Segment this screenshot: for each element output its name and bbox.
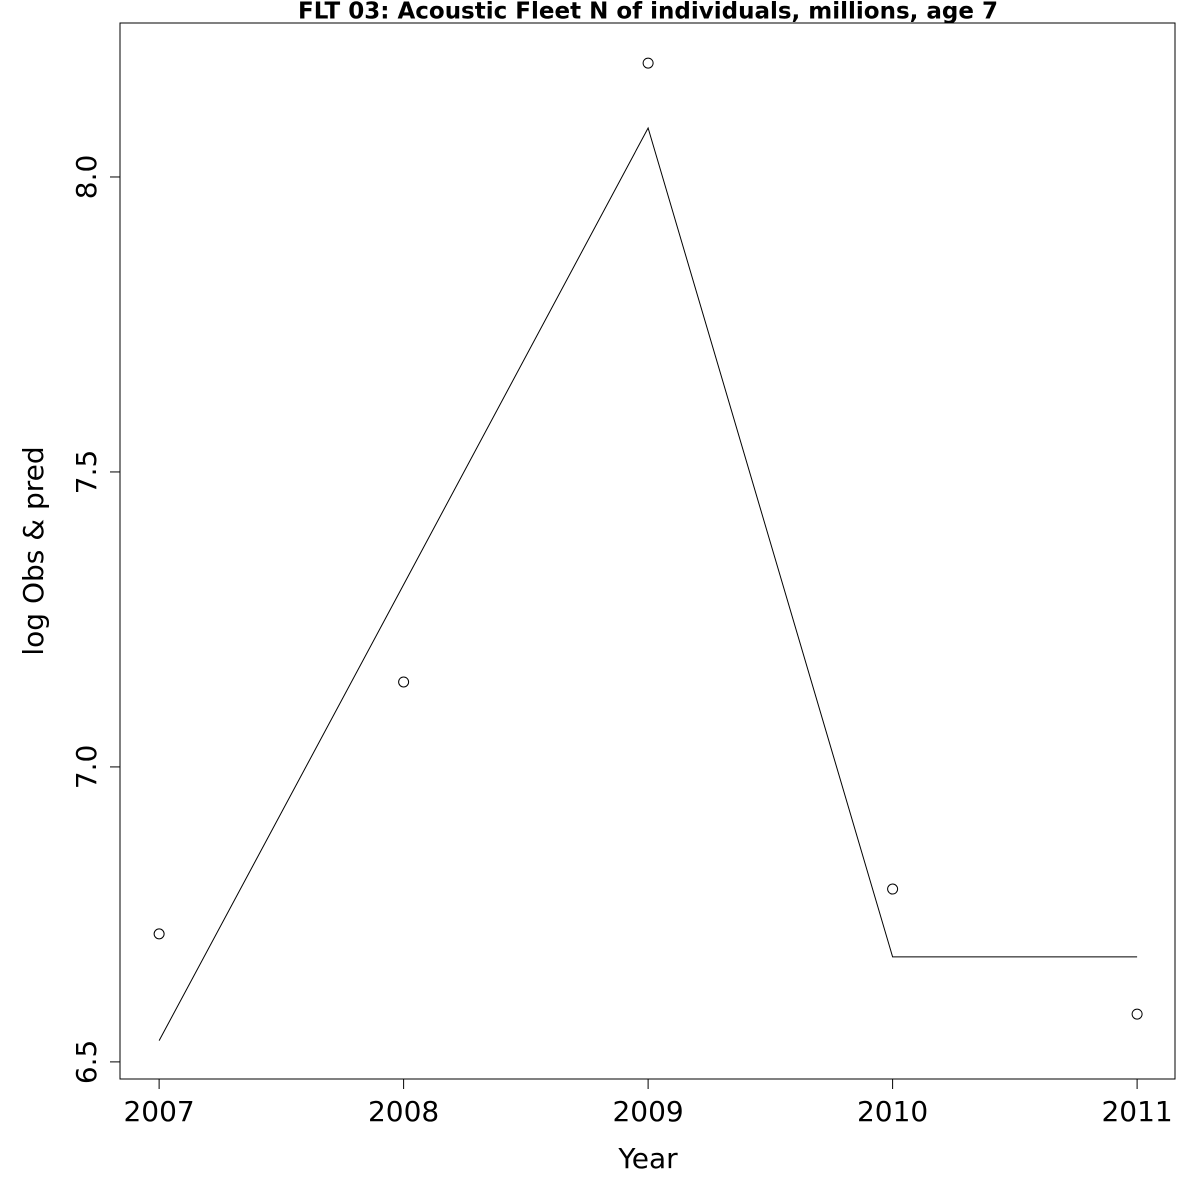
chart-title: FLT 03: Acoustic Fleet N of individuals,… <box>298 0 998 25</box>
y-tick-label: 8.0 <box>70 155 103 200</box>
y-tick-label: 7.5 <box>70 450 103 495</box>
data-line <box>158 126 1138 1041</box>
data-point <box>642 57 654 69</box>
y-tick-label: 7.0 <box>70 745 103 790</box>
y-tick-label: 6.5 <box>70 1040 103 1085</box>
x-tick-label: 2008 <box>368 1095 439 1128</box>
x-tick-label: 2011 <box>1101 1095 1172 1128</box>
x-tick-label: 2010 <box>857 1095 928 1128</box>
y-axis-label: log Obs & pred <box>17 446 50 655</box>
data-point <box>1131 1008 1143 1020</box>
data-point <box>153 928 165 940</box>
x-tick-label: 2007 <box>123 1095 194 1128</box>
data-point <box>887 883 899 895</box>
data-point <box>398 676 410 688</box>
plot-frame <box>119 22 1176 1080</box>
x-axis-label: Year <box>617 1142 678 1175</box>
x-tick-label: 2009 <box>612 1095 683 1128</box>
